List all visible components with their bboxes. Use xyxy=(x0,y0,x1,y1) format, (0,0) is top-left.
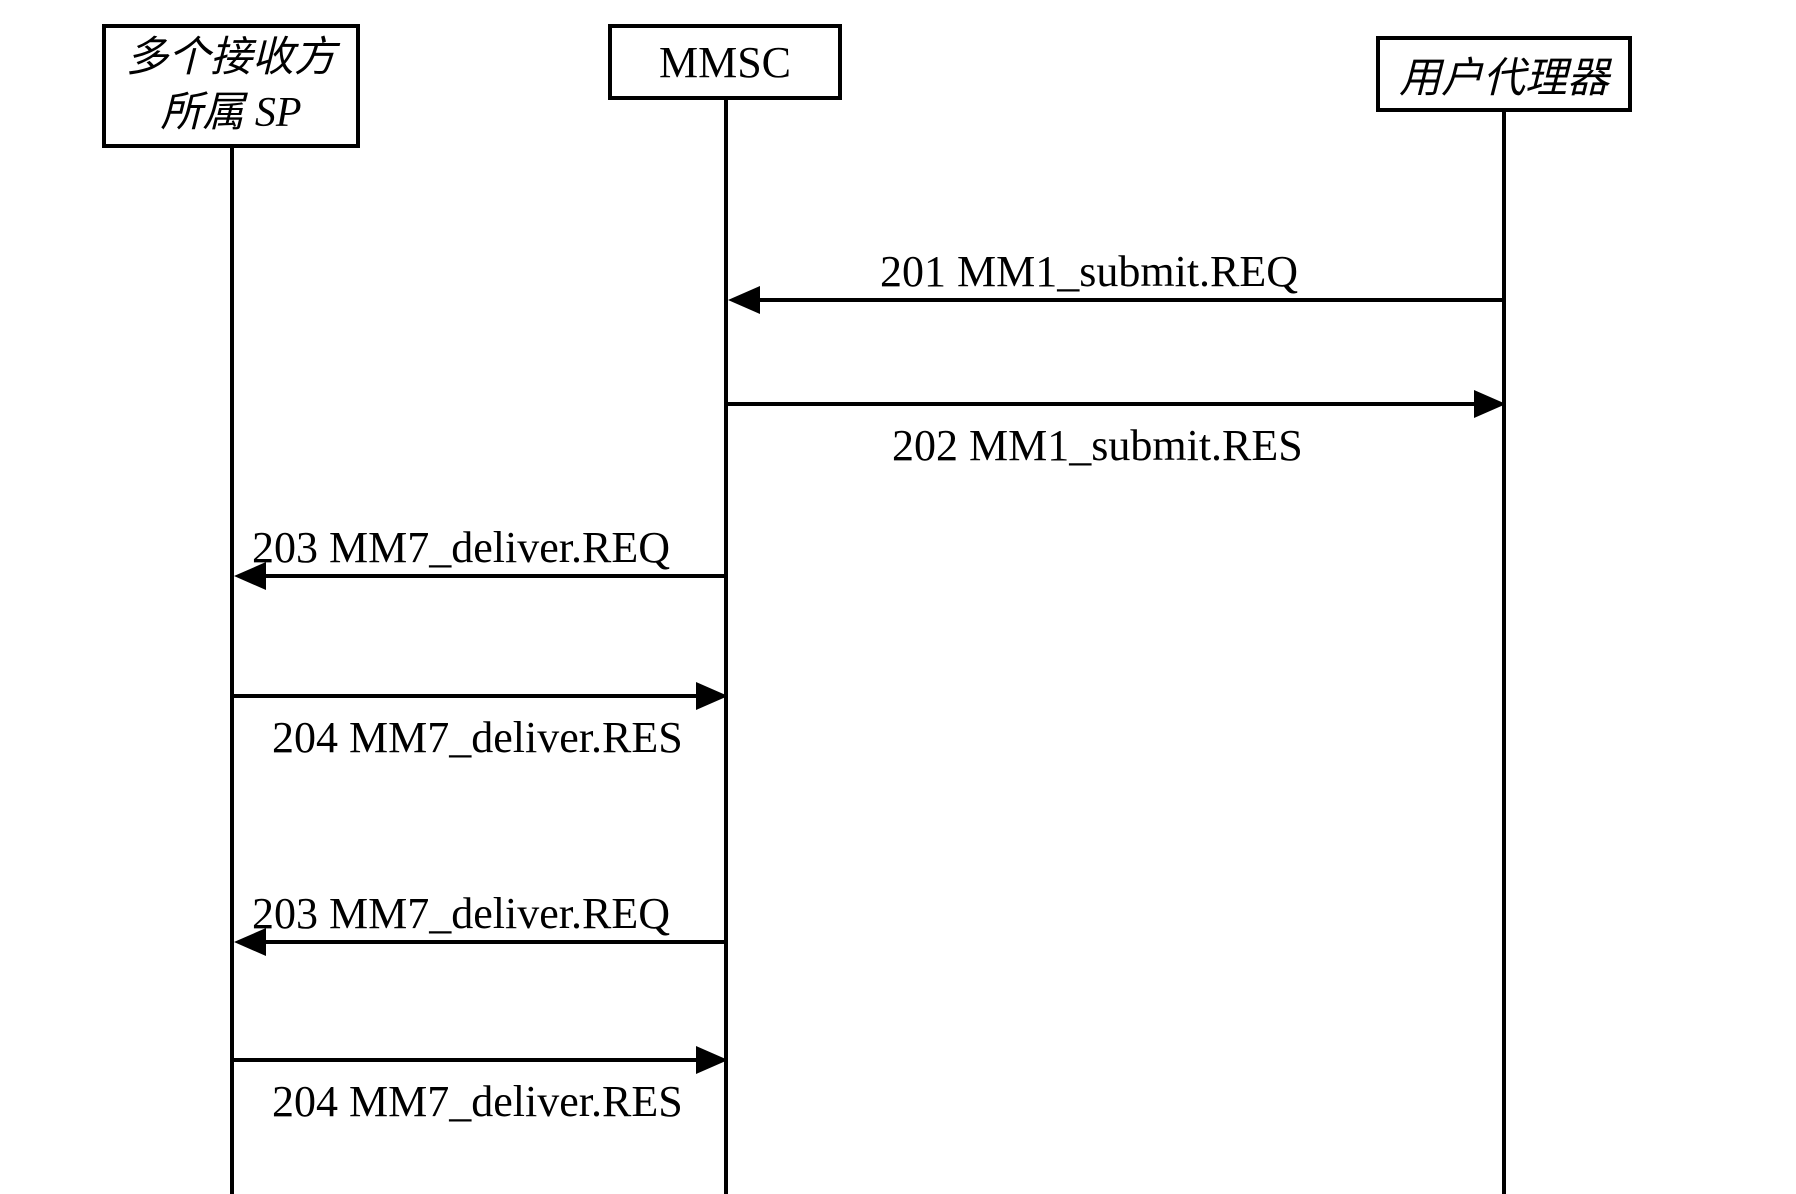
actor-sp-label-line2: 所属 SP xyxy=(160,86,301,141)
actor-sp-box: 多个接收方 所属 SP xyxy=(102,24,360,148)
msg-202-label: 202 MM1_submit.RES xyxy=(892,420,1303,471)
msg-204a-line xyxy=(234,694,698,698)
msg-204b-line xyxy=(234,1058,698,1062)
actor-sp-label-line1: 多个接收方 xyxy=(126,31,336,86)
sequence-diagram: 多个接收方 所属 SP MMSC 用户代理器 201 MM1_submit.RE… xyxy=(0,0,1796,1194)
actor-mmsc-label: MMSC xyxy=(659,37,791,88)
msg-204a-arrowhead xyxy=(696,682,728,710)
msg-203b-label: 203 MM7_deliver.REQ xyxy=(252,888,670,939)
msg-204a-label: 204 MM7_deliver.RES xyxy=(272,712,683,763)
msg-201-arrowhead xyxy=(728,286,760,314)
msg-201-line xyxy=(758,298,1506,302)
actor-mmsc-box: MMSC xyxy=(608,24,842,100)
lifeline-mmsc xyxy=(724,100,728,1194)
msg-203a-line xyxy=(264,574,728,578)
actor-ua-box: 用户代理器 xyxy=(1376,36,1632,112)
msg-201-label: 201 MM1_submit.REQ xyxy=(880,246,1298,297)
msg-203a-label: 203 MM7_deliver.REQ xyxy=(252,522,670,573)
actor-ua-label: 用户代理器 xyxy=(1399,44,1609,105)
lifeline-ua xyxy=(1502,112,1506,1194)
lifeline-sp xyxy=(230,148,234,1194)
msg-203b-line xyxy=(264,940,728,944)
msg-203a-arrowhead xyxy=(234,562,266,590)
msg-202-arrowhead xyxy=(1474,390,1506,418)
msg-204b-arrowhead xyxy=(696,1046,728,1074)
msg-203b-arrowhead xyxy=(234,928,266,956)
msg-204b-label: 204 MM7_deliver.RES xyxy=(272,1076,683,1127)
msg-202-line xyxy=(728,402,1476,406)
